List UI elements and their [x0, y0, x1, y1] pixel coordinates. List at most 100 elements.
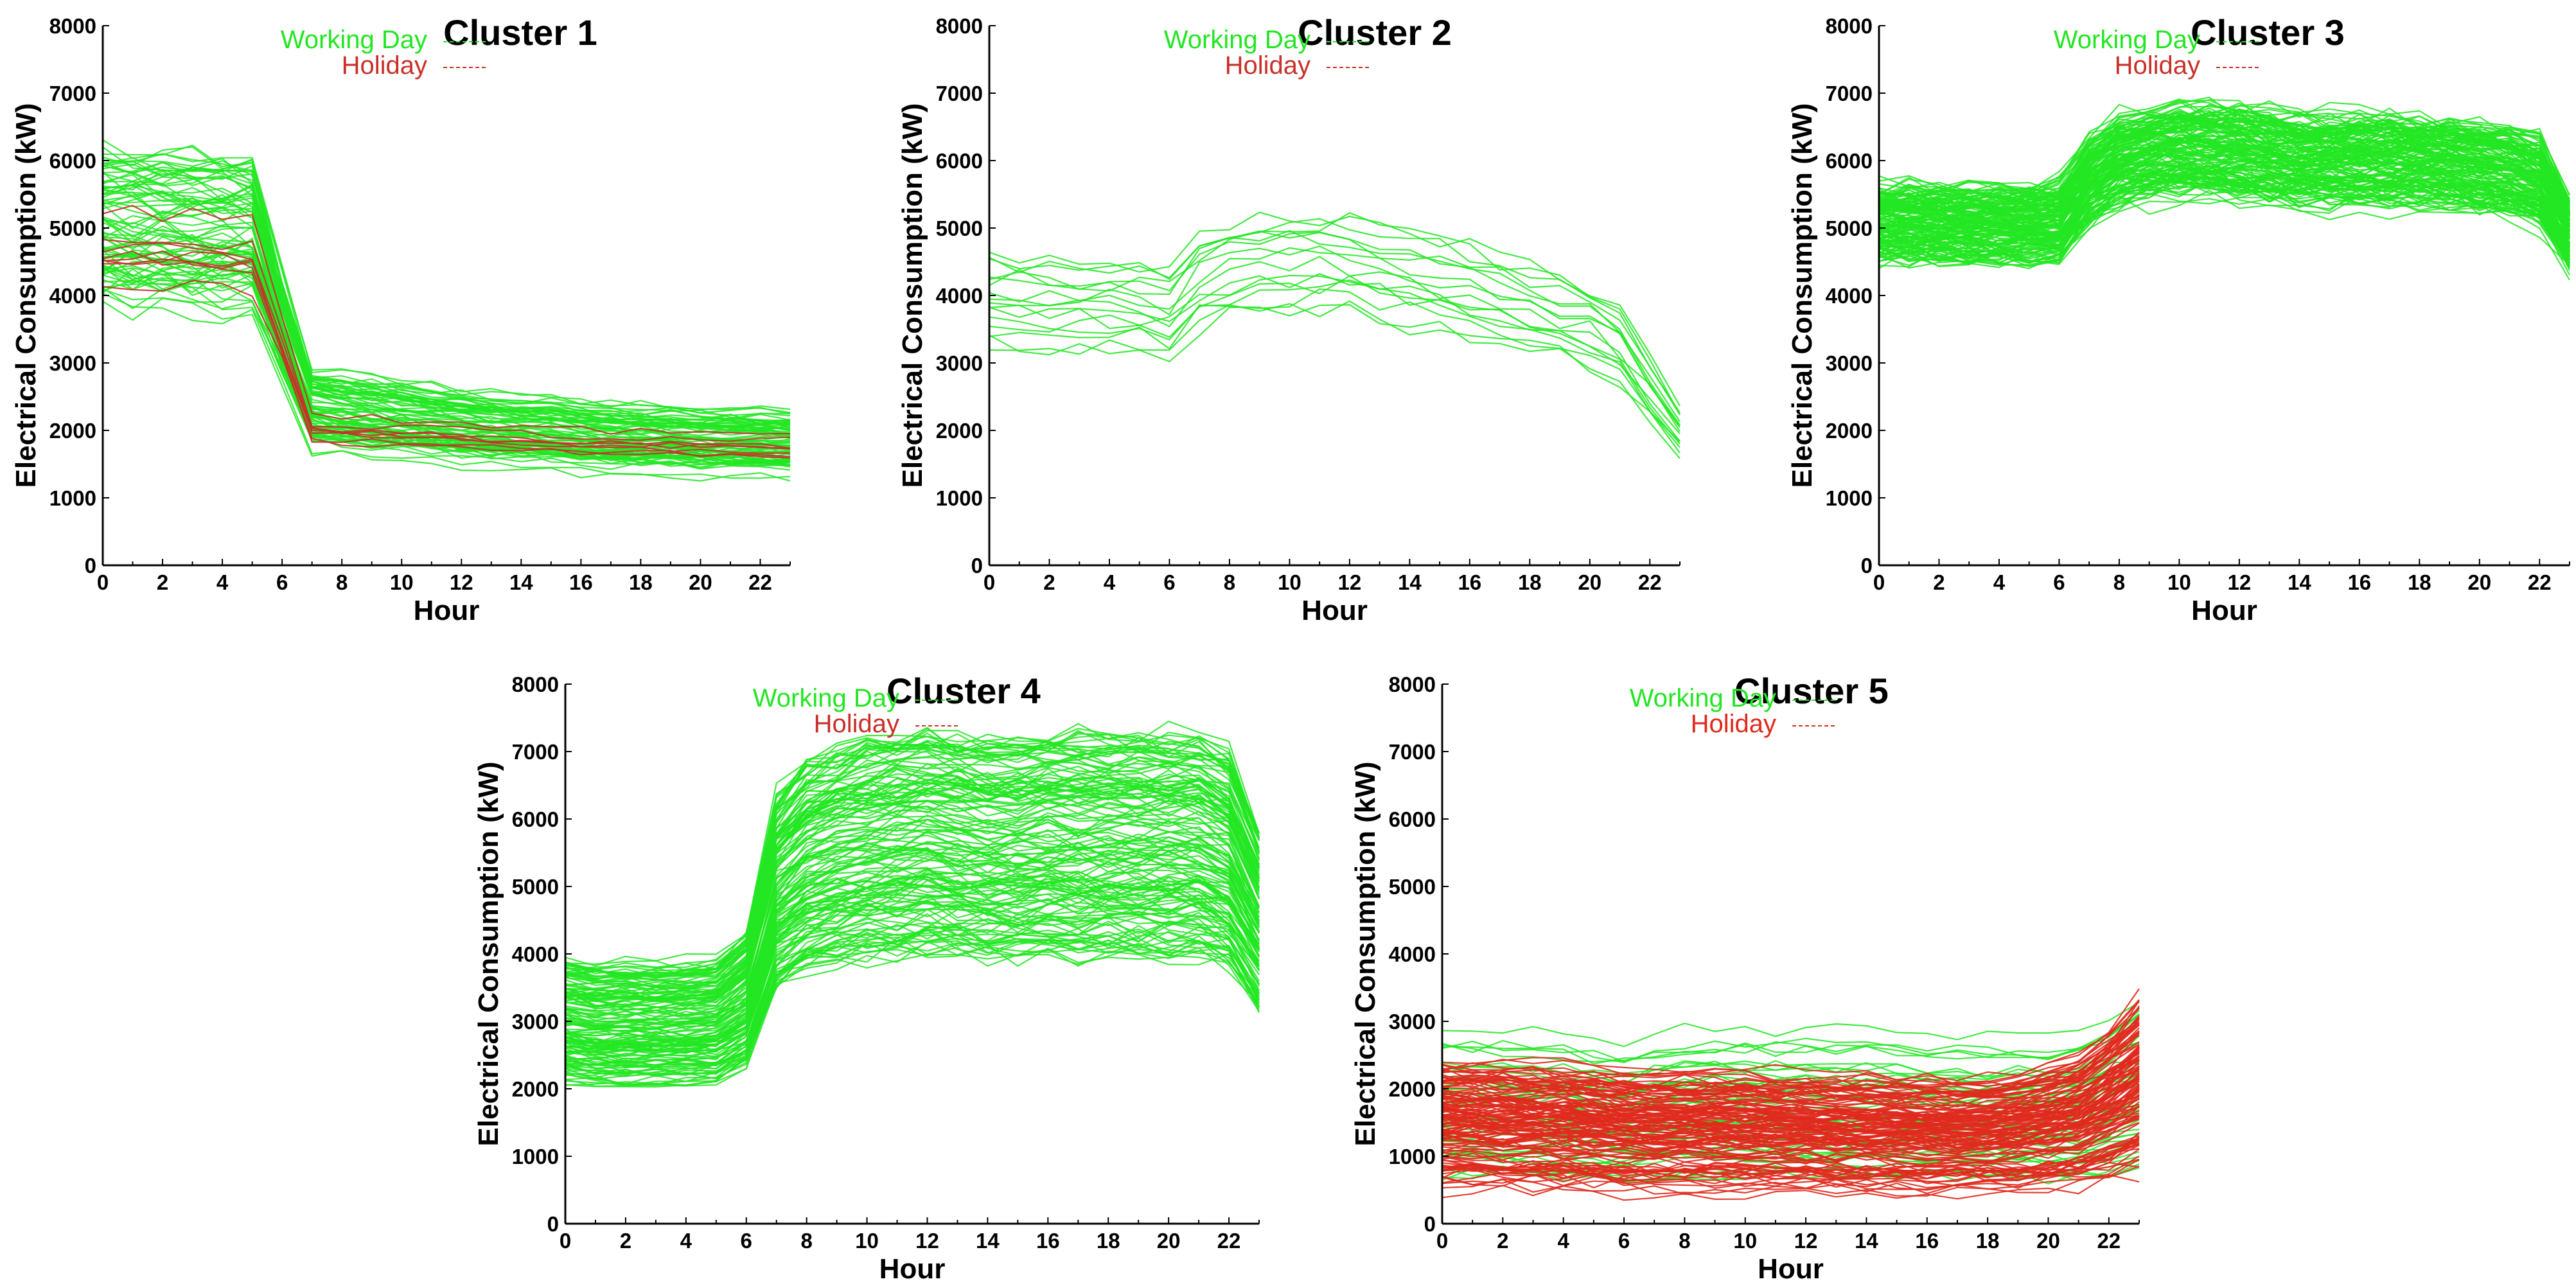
series-line-working [103, 263, 791, 466]
x-tick-label: 12 [915, 1229, 939, 1253]
series-line-working [989, 218, 1681, 414]
series-line-working [1879, 110, 2571, 222]
series-line-working [565, 816, 1260, 1021]
series-line-working [565, 773, 1260, 1000]
series-line-holiday [1442, 1032, 2140, 1108]
series-line-holiday [103, 251, 791, 450]
y-tick-label: 0 [971, 554, 983, 577]
chart-panel-5: 0 1000 2000 3000 4000 5000 6000 7000 8000 0 2 4 6 8 10… [1350, 671, 2140, 1285]
x-tick-label: 2 [620, 1229, 631, 1253]
series-line-working [103, 157, 791, 423]
y-tick-label: 2000 [49, 419, 96, 443]
series-line-working [565, 903, 1260, 1068]
series-line-working [565, 750, 1260, 987]
series-line-working [565, 799, 1260, 1007]
y-tick-label: 1000 [1389, 1145, 1436, 1168]
series-line-working [565, 802, 1260, 1012]
series-line-holiday [1442, 1089, 2140, 1150]
series-line-working [565, 840, 1260, 1034]
chart-panel-3: 0 1000 2000 3000 4000 5000 6000 7000 8000 0 2 4 6 8 10… [1786, 12, 2571, 626]
y-tick-label: 1000 [512, 1145, 559, 1168]
series-line-working [103, 153, 791, 425]
x-tick-label: 10 [855, 1229, 879, 1253]
x-tick-label: 14 [1398, 570, 1422, 594]
y-tick-label: 0 [1861, 554, 1873, 577]
series-line-working [989, 288, 1681, 448]
series-line-working [565, 878, 1260, 1057]
y-tick-label: 4000 [1826, 284, 1873, 308]
series-line-working [989, 275, 1681, 445]
y-tick-label: 1000 [936, 486, 983, 510]
series-line-working [103, 297, 791, 482]
series-line-holiday [1442, 1161, 2140, 1189]
series-line-working [989, 245, 1681, 428]
x-tick-label: 6 [276, 570, 288, 594]
y-tick-label: 6000 [936, 149, 983, 173]
series-line-holiday [1442, 1021, 2140, 1090]
series-line-working [103, 190, 791, 434]
y-tick-label: 3000 [512, 1010, 559, 1034]
x-tick-label: 20 [2036, 1229, 2060, 1253]
series-lines [1879, 96, 2571, 281]
series-line-holiday [1442, 1114, 2140, 1149]
series-line-working [989, 274, 1681, 442]
x-tick-label: 14 [509, 570, 533, 594]
y-tick-label: 6000 [1826, 149, 1873, 173]
chart-title: Cluster 5 [1734, 671, 1889, 711]
legend-holiday-label: Holiday [1225, 51, 1310, 80]
series-line-holiday [1442, 1008, 2140, 1093]
series-line-working [1879, 137, 2570, 233]
series-line-working [565, 818, 1260, 1028]
series-line-holiday [1442, 1080, 2140, 1134]
series-lines [1442, 988, 2140, 1201]
y-tick-label: 6000 [1389, 807, 1436, 831]
series-line-working [565, 926, 1260, 1075]
x-tick-label: 20 [1157, 1229, 1181, 1253]
y-tick-label: 0 [1424, 1212, 1436, 1236]
series-line-working [1879, 114, 2570, 216]
x-tick-label: 22 [2528, 570, 2552, 594]
chart-title: Cluster 3 [2191, 12, 2345, 53]
x-tick-label: 22 [1638, 570, 1662, 594]
series-line-working [103, 162, 791, 431]
legend-holiday-label: Holiday [1691, 710, 1776, 738]
x-tick-label: 4 [216, 570, 229, 594]
x-tick-label: 14 [976, 1229, 1000, 1253]
y-tick-label: 1000 [1826, 486, 1873, 510]
series-line-holiday [103, 238, 791, 442]
series-line-working [989, 279, 1681, 443]
series-line-working [103, 158, 791, 415]
series-line-working [103, 268, 791, 470]
series-line-working [565, 928, 1260, 1086]
x-tick-label: 10 [390, 570, 414, 594]
series-line-working [1442, 1015, 2140, 1062]
x-tick-label: 6 [2053, 570, 2065, 594]
x-tick-label: 14 [1855, 1229, 1878, 1253]
x-tick-label: 6 [741, 1229, 752, 1253]
series-line-working [565, 947, 1260, 1087]
x-tick-label: 12 [1338, 570, 1362, 594]
x-tick-label: 16 [1915, 1229, 1939, 1253]
series-line-holiday [1442, 1134, 2140, 1172]
series-line-working [1879, 150, 2570, 239]
series-line-working [1879, 110, 2570, 204]
series-line-holiday [1442, 1050, 2140, 1113]
series-line-working [565, 782, 1260, 1000]
series-line-working [1879, 154, 2570, 252]
series-line-holiday [1442, 1122, 2140, 1165]
chart-panel-2: 0 1000 2000 3000 4000 5000 6000 7000 8000 0 2 4 6 8 10… [897, 12, 1681, 626]
series-line-working [103, 157, 791, 425]
series-line-working [565, 777, 1260, 1003]
series-line-working [103, 146, 791, 421]
y-tick-label: 2000 [512, 1077, 559, 1101]
chart-title: Cluster 1 [443, 12, 597, 53]
x-tick-label: 8 [336, 570, 348, 594]
x-tick-label: 8 [1224, 570, 1235, 594]
series-line-working [1879, 127, 2570, 224]
series-line-working [565, 885, 1260, 1056]
y-tick-label: 6000 [512, 807, 559, 831]
y-tick-label: 4000 [1389, 942, 1436, 966]
series-line-working [565, 897, 1260, 1066]
